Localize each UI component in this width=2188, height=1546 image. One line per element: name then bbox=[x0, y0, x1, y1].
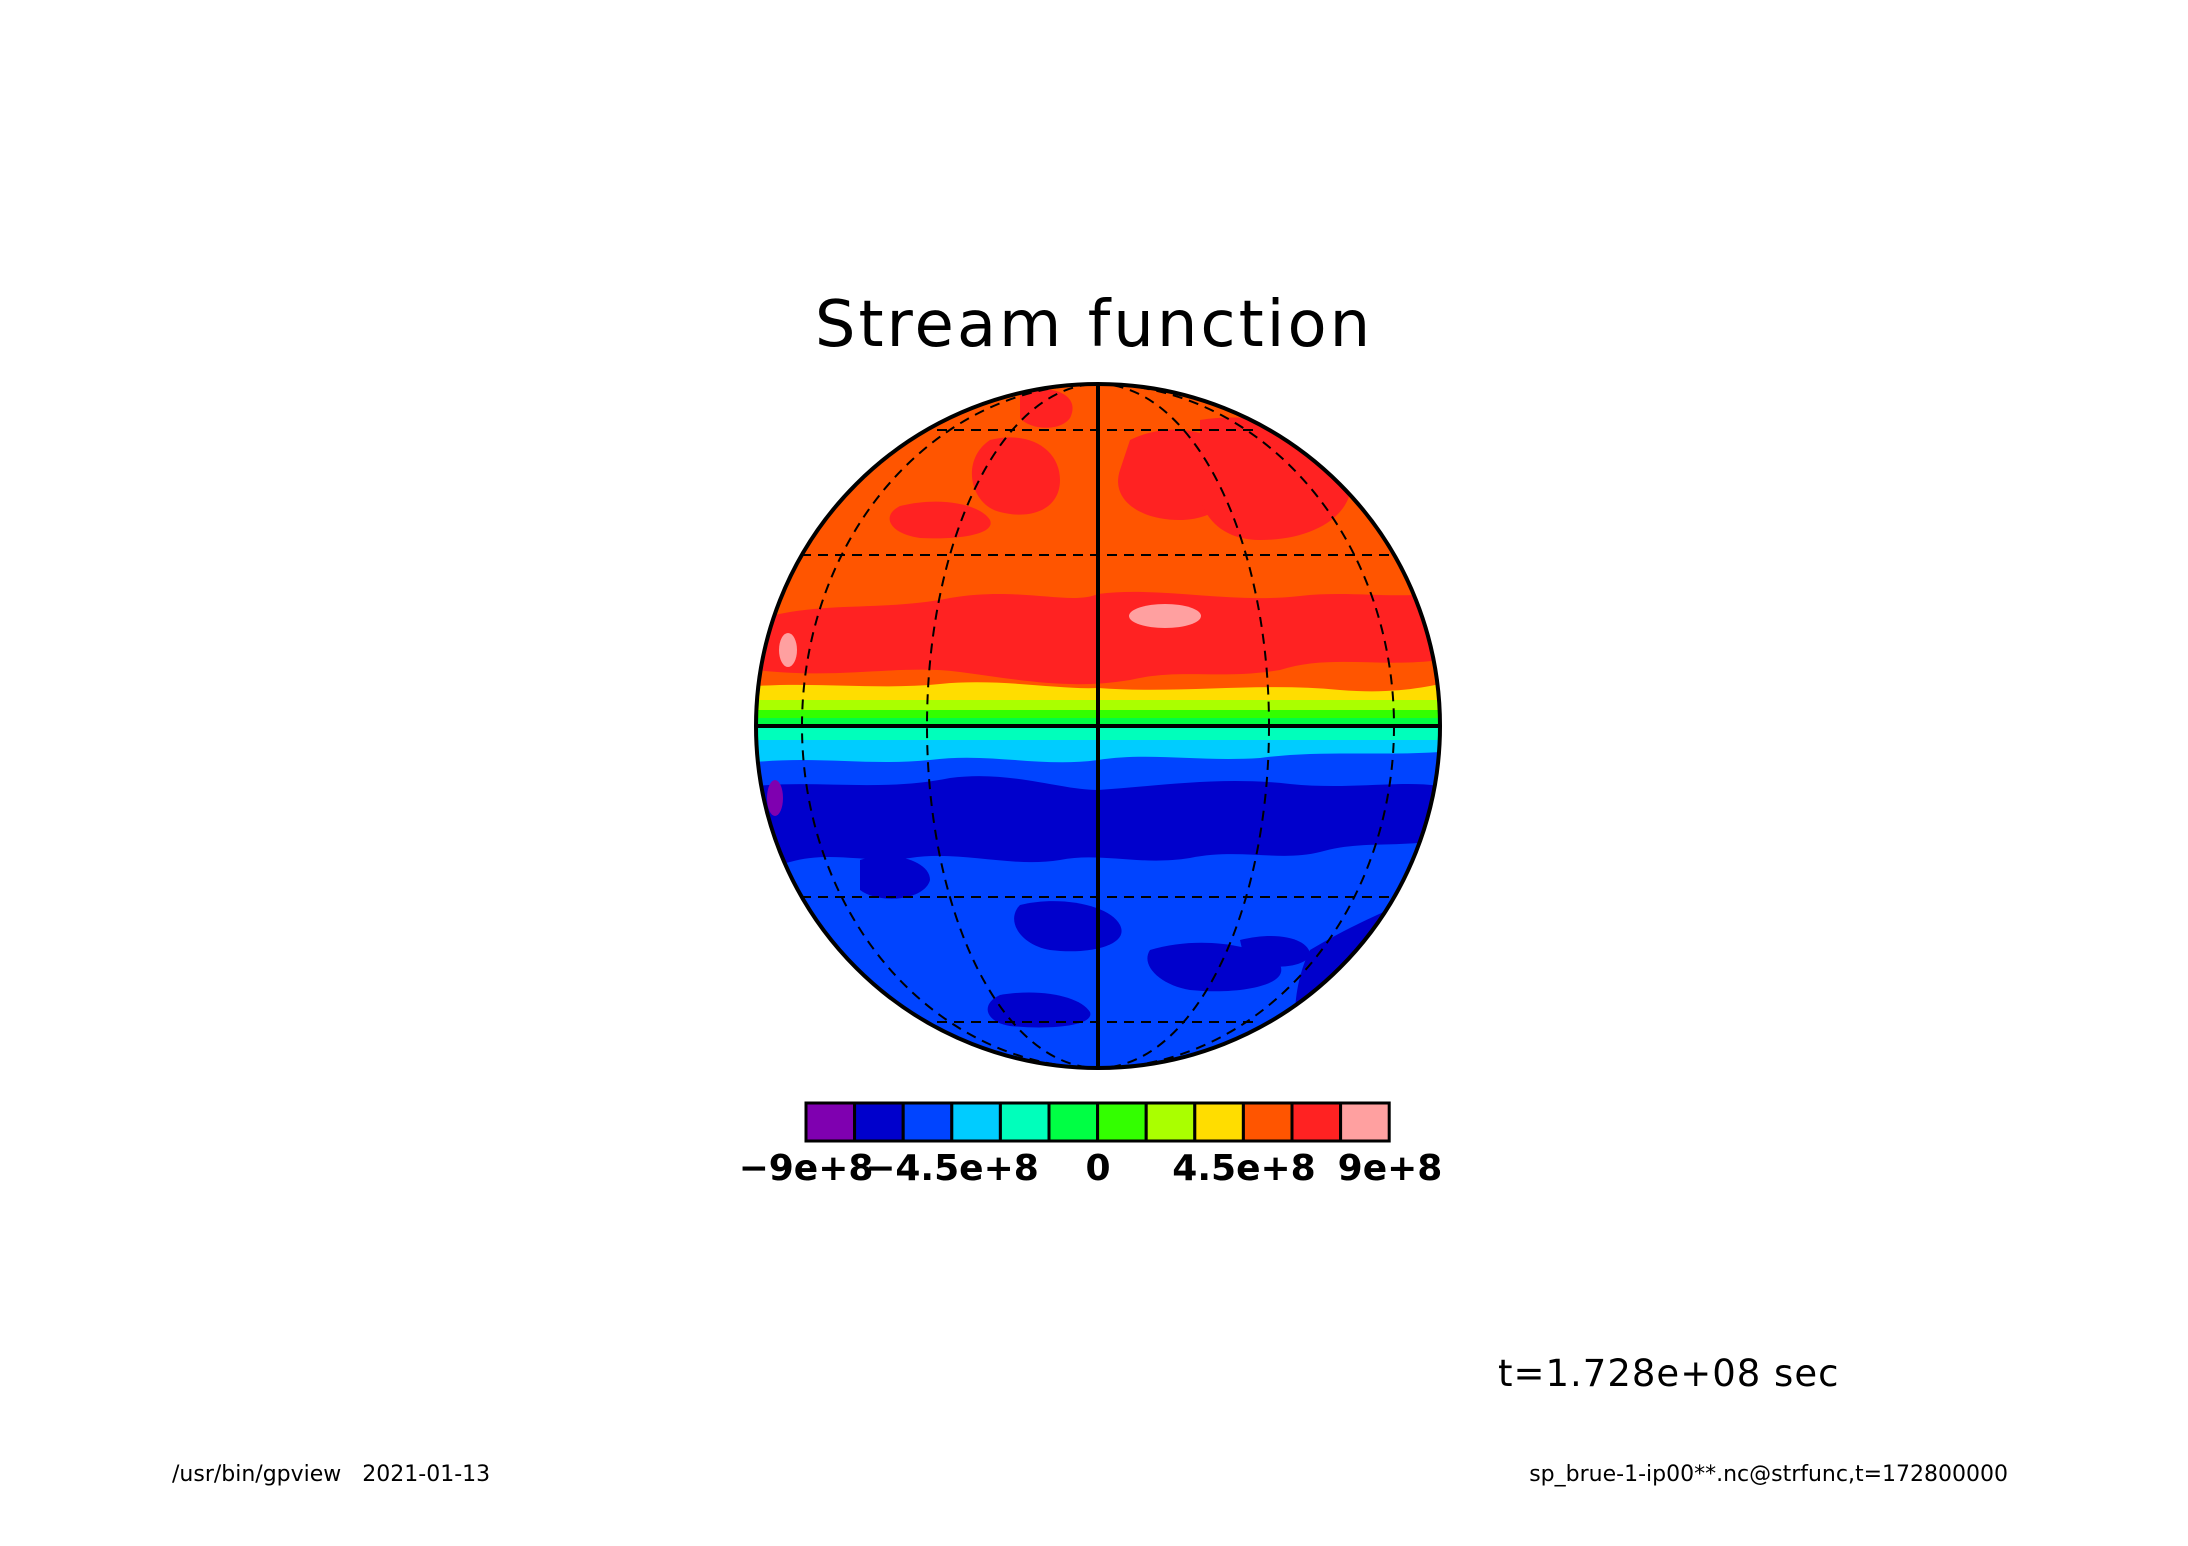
colorbar-box bbox=[901, 1101, 954, 1143]
colorbar-box bbox=[1339, 1101, 1391, 1143]
globe-outline bbox=[754, 382, 1442, 1070]
field-peak-north-1 bbox=[1129, 604, 1201, 628]
footer-source: sp_brue-1-ip00**.nc@strfunc,t=172800000 bbox=[1529, 1462, 2008, 1487]
field-blob-darkblue-1 bbox=[1014, 901, 1122, 952]
field-blob-red-4 bbox=[889, 501, 991, 539]
field-blob-red-2 bbox=[1197, 417, 1352, 540]
field-blob-red-3 bbox=[971, 437, 1060, 515]
field-trough-south bbox=[767, 780, 783, 816]
plot-title: Stream function bbox=[814, 288, 1374, 362]
colorbar-label: −4.5e+8 bbox=[865, 1148, 1039, 1189]
colorbar-label: −9e+8 bbox=[738, 1148, 874, 1189]
field-peak-north-2 bbox=[779, 633, 797, 667]
colorbar-box bbox=[1047, 1101, 1100, 1143]
colorbar-box bbox=[950, 1101, 1002, 1143]
program-path: /usr/bin/gpview bbox=[172, 1462, 342, 1487]
colorbar-label: 4.5e+8 bbox=[1172, 1148, 1316, 1189]
colorbar-box bbox=[998, 1101, 1051, 1143]
footer-date: 2021-01-13 bbox=[362, 1462, 491, 1487]
colorbar-label: 9e+8 bbox=[1337, 1148, 1443, 1189]
colorbar-box bbox=[853, 1101, 905, 1143]
colorbar-box bbox=[1290, 1101, 1343, 1143]
colorbar-label: 0 bbox=[1085, 1148, 1111, 1189]
field-blob-red-5 bbox=[1020, 388, 1073, 428]
colorbar-box bbox=[1241, 1101, 1294, 1143]
colorbar-box bbox=[1144, 1101, 1197, 1143]
colorbar bbox=[804, 1101, 1391, 1143]
colorbar-box bbox=[1096, 1101, 1148, 1143]
field-blob-darkblue-4 bbox=[1240, 935, 1310, 967]
field-blob-darkblue-7 bbox=[860, 856, 930, 899]
colorbar-box bbox=[1193, 1101, 1245, 1143]
field-blob-darkblue-3 bbox=[987, 992, 1091, 1028]
time-label: t=1.728e+08 sec bbox=[1498, 1352, 1840, 1395]
footer-left: /usr/bin/gpview 2021-01-13 bbox=[172, 1462, 490, 1487]
colorbar-box bbox=[804, 1101, 857, 1143]
